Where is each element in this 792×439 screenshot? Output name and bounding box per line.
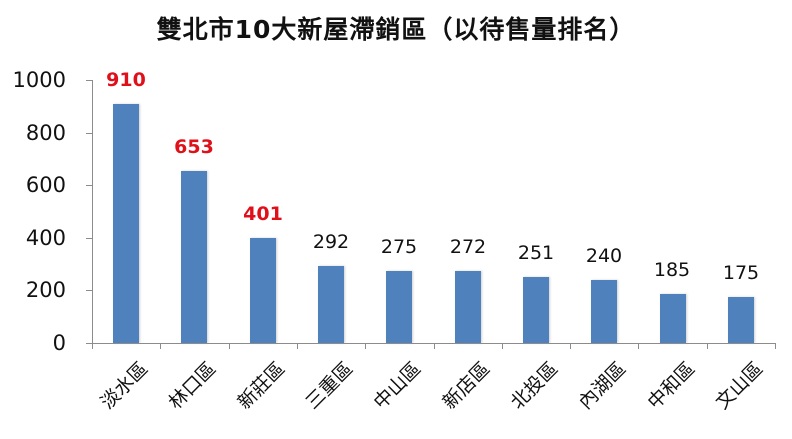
x-tick [434,343,435,349]
y-tick-label: 400 [25,226,66,250]
value-label: 185 [653,259,691,281]
x-tick [229,343,230,349]
bar [660,294,686,343]
y-tick [86,290,92,291]
x-tick [502,343,503,349]
category-label: 新莊區 [233,357,290,414]
category-label: 新店區 [438,357,495,414]
bar [113,104,139,343]
category-label: 林口區 [164,357,221,414]
value-label: 175 [722,262,760,284]
value-label: 240 [585,245,623,267]
category-label: 淡水區 [96,357,153,414]
category-label: 中和區 [643,357,700,414]
y-tick-label: 0 [52,331,66,355]
value-label: 251 [517,242,555,264]
bar [250,238,276,343]
y-tick-label: 600 [25,173,66,197]
bar [386,271,412,343]
y-tick [86,185,92,186]
value-label: 275 [380,236,418,258]
y-tick [86,133,92,134]
x-tick [160,343,161,349]
bar [591,280,617,343]
category-label: 內湖區 [574,357,631,414]
value-label: 272 [449,236,487,258]
x-tick [570,343,571,349]
y-tick-label: 1000 [12,68,66,92]
y-axis [92,80,93,344]
x-axis [92,343,775,344]
y-tick [86,238,92,239]
y-tick [86,343,92,344]
category-label: 北投區 [506,357,563,414]
x-tick [365,343,366,349]
category-label: 三重區 [301,357,358,414]
value-label: 292 [312,231,350,253]
x-tick [92,343,93,349]
category-label: 中山區 [369,357,426,414]
y-tick-label: 200 [25,278,66,302]
y-tick-label: 800 [25,121,66,145]
x-tick [707,343,708,349]
category-label: 文山區 [711,357,768,414]
bar [728,297,754,343]
x-tick [297,343,298,349]
chart-title: 雙北市10大新屋滯銷區（以待售量排名） [156,15,636,44]
value-label: 401 [243,203,283,225]
bar [523,277,549,343]
x-tick [775,343,776,349]
x-tick [638,343,639,349]
bar [455,271,481,343]
value-label: 910 [106,69,146,91]
value-label: 653 [174,136,214,158]
y-tick [86,80,92,81]
bar [181,171,207,343]
bar [318,266,344,343]
